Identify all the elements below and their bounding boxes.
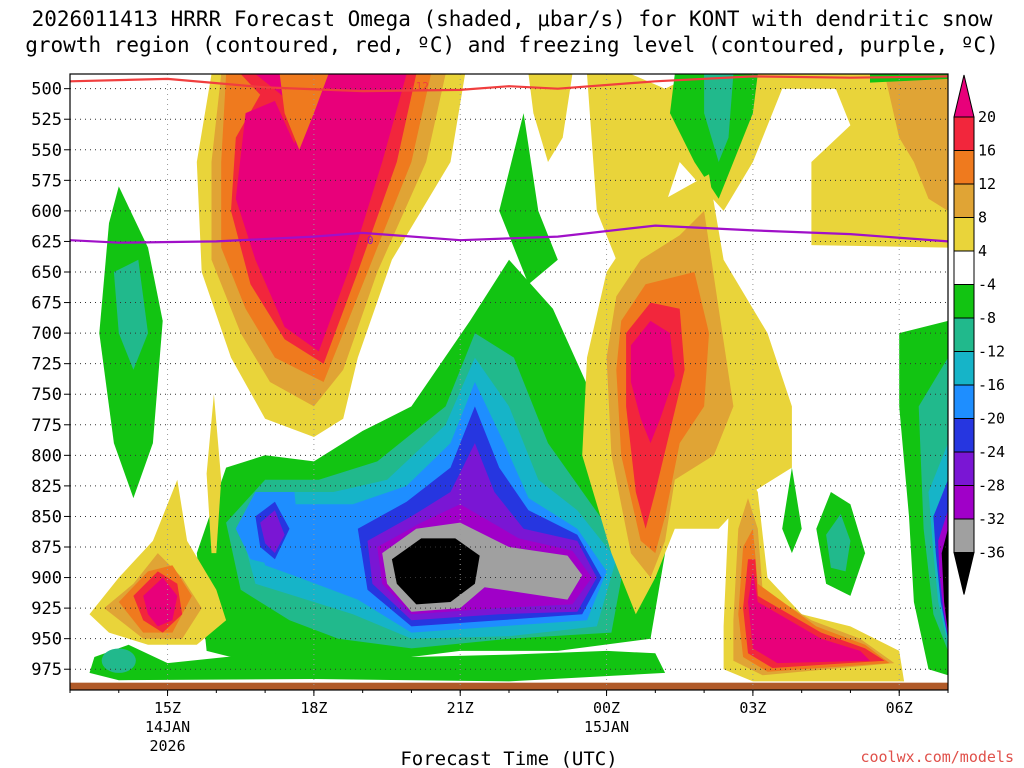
- x-tick-label: 21Z: [447, 699, 474, 717]
- colorbar-label: -8: [978, 309, 996, 327]
- x-tick-date: 15JAN: [584, 718, 629, 736]
- subsidence-dome-magenta: [235, 74, 407, 352]
- y-tick-label: 875: [31, 538, 62, 558]
- colorbar-label: -20: [978, 410, 1005, 428]
- ascent-black-core: [391, 538, 480, 605]
- colorbar-label: 12: [978, 175, 996, 193]
- subsidence-notch-orange: [279, 74, 329, 150]
- colorbar-label: -28: [978, 477, 1005, 495]
- y-tick-label: 650: [31, 263, 62, 283]
- omega-shading: [70, 74, 948, 690]
- contour-label: -12: [409, 80, 429, 93]
- y-tick-label: 575: [31, 171, 62, 191]
- colorbar-band: [953, 317, 975, 352]
- right-green-sliver: [782, 467, 802, 554]
- y-tick-label: 975: [31, 660, 62, 680]
- y-tick-label: 500: [31, 80, 62, 100]
- colorbar: 20 16 12 8 4 -4 -8 -12 -16 -20 -24 -28 -32 -36: [953, 74, 1005, 595]
- colorbar-label: 4: [978, 242, 987, 260]
- colorbar-label: -32: [978, 510, 1005, 528]
- secondary-ascent-purple: [260, 510, 285, 554]
- colorbar-label: -12: [978, 343, 1005, 361]
- x-tick-date: 14JAN: [145, 718, 190, 736]
- contour-line: [70, 224, 948, 244]
- colorbar-band: [953, 485, 975, 520]
- colorbar-band: [953, 150, 975, 185]
- contour-line: [70, 75, 948, 93]
- right-edge-black: [941, 528, 948, 633]
- x-tick-label: 00Z: [593, 699, 620, 717]
- colorbar-top-arrow: [953, 74, 975, 118]
- chart-title-line2: growth region (contoured, red, ºC) and f…: [25, 33, 999, 57]
- temperature-contours: -12 0: [70, 75, 948, 247]
- thin-yellow-spike: [206, 394, 222, 554]
- upper-yellow-1: [528, 74, 573, 162]
- x-tick-label: 06Z: [886, 699, 913, 717]
- y-tick-label: 725: [31, 355, 62, 375]
- upper-teal-strip: [704, 74, 734, 162]
- post00z-magenta: [630, 320, 675, 444]
- low-left-magenta: [143, 577, 178, 627]
- colorbar-bottom-arrow: [953, 552, 975, 595]
- y-tick-label: 800: [31, 446, 62, 466]
- colorbar-band: [953, 384, 975, 419]
- x-tick-year: 2026: [149, 737, 185, 755]
- y-tick-label: 900: [31, 569, 62, 589]
- colorbar-label: 16: [978, 142, 996, 160]
- x-axis-title: Forecast Time (UTC): [400, 748, 617, 768]
- colorbar-label: -16: [978, 376, 1005, 394]
- y-tick-label: 625: [31, 232, 62, 252]
- upper-right-gold: [884, 74, 948, 211]
- bottom-green-band: [89, 644, 666, 682]
- y-tick-label: 525: [31, 110, 62, 130]
- terrain-strip: [70, 682, 948, 690]
- colorbar-band: [953, 418, 975, 453]
- y-tick-label: 675: [31, 294, 62, 314]
- colorbar-label: -36: [978, 544, 1005, 562]
- colorbar-label: 20: [978, 108, 996, 126]
- colorbar-band: [953, 116, 975, 151]
- y-tick-label: 600: [31, 202, 62, 222]
- colorbar-band: [953, 518, 975, 553]
- colorbar-band: [953, 284, 975, 319]
- right-teal-spot: [826, 514, 851, 572]
- y-tick-label: 925: [31, 599, 62, 619]
- x-tick-label: 18Z: [300, 699, 327, 717]
- colorbar-band: [953, 451, 975, 486]
- y-tick-label: 550: [31, 141, 62, 161]
- y-tick-label: 700: [31, 324, 62, 344]
- y-tick-label: 950: [31, 630, 62, 650]
- chart-title-line1: 2026011413 HRRR Forecast Omega (shaded, …: [32, 7, 993, 31]
- contour-label: 0: [367, 234, 374, 247]
- y-tick-label: 850: [31, 507, 62, 527]
- axes: 500 525 550 575 600 625 650 675 700 725 750 775 800 8…: [31, 73, 949, 755]
- left-teal-core: [113, 259, 148, 370]
- colorbar-band: [953, 183, 975, 218]
- x-tick-label: 15Z: [154, 699, 181, 717]
- y-tick-label: 775: [31, 416, 62, 436]
- colorbar-band: [953, 351, 975, 386]
- bottom-teal-spot: [101, 648, 136, 673]
- green-column: [499, 113, 558, 285]
- watermark-text: coolwx.com/models: [860, 748, 1014, 766]
- colorbar-label: 8: [978, 209, 987, 227]
- y-tick-label: 750: [31, 385, 62, 405]
- colorbar-label: -24: [978, 443, 1005, 461]
- low03z-magenta: [748, 571, 870, 664]
- colorbar-band: [953, 250, 975, 285]
- colorbar-band: [953, 217, 975, 252]
- colorbar-label: -4: [978, 276, 996, 294]
- x-tick-label: 03Z: [739, 699, 766, 717]
- y-tick-label: 825: [31, 477, 62, 497]
